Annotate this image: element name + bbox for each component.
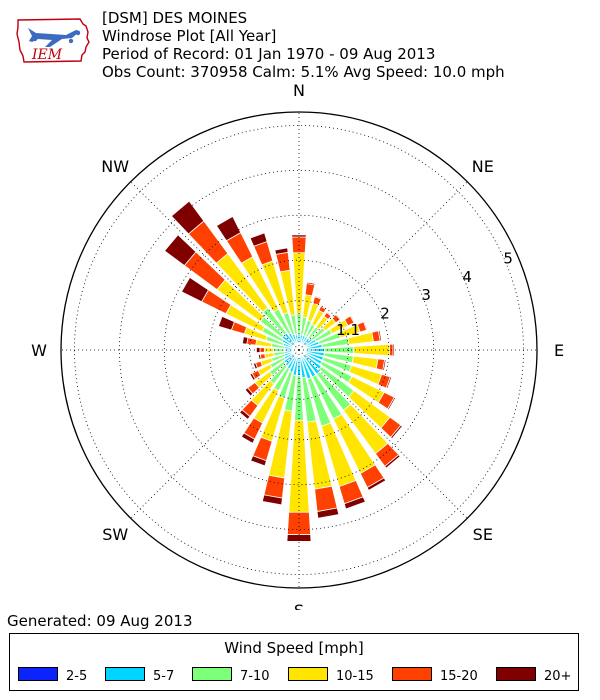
windrose-bar-segment (215, 215, 242, 242)
direction-label: S (294, 601, 304, 610)
windrose-bar-segment (384, 454, 401, 469)
logo-text: IEM (31, 47, 63, 63)
legend-swatch (288, 667, 328, 681)
windrose-bar-segment (366, 477, 387, 491)
windrose-bar-segment (252, 362, 258, 370)
windrose-bar-segment (263, 474, 286, 499)
legend-swatch (18, 667, 58, 681)
windrose-bar-segment (390, 424, 403, 440)
windrose-bar-segment (363, 320, 369, 331)
windrose-bar-segment (291, 236, 307, 254)
legend: Wind Speed [mph] 2-5 5-7 7-10 10-15 15-2… (9, 633, 579, 691)
windrose-bar-segment (180, 276, 210, 303)
windrose-bar-segment (264, 347, 274, 353)
direction-label: NW (101, 157, 129, 176)
direction-label: N (293, 81, 305, 100)
legend-swatch (192, 667, 232, 681)
windrose-bar-segment (385, 376, 393, 390)
windrose-bar-segment (238, 409, 251, 420)
radial-gridline (208, 259, 390, 441)
legend-swatch (105, 667, 145, 681)
radial-tick-label: 2 (380, 305, 390, 323)
windrose-bar-segment (217, 315, 235, 331)
legend-label: 5-7 (153, 669, 175, 684)
direction-label: E (554, 341, 564, 360)
direction-label: SW (102, 525, 128, 544)
windrose-bar-segment (291, 234, 307, 238)
windrose-bar-segment (241, 336, 249, 345)
windrose-bar-segment (257, 353, 262, 361)
polar-frame (60, 111, 538, 589)
windrose-bar-segment (286, 511, 312, 536)
windrose-bar-segment (335, 313, 342, 321)
radial-tick-label: 1.1 (336, 321, 360, 339)
windrose-bar-segment (250, 455, 267, 467)
plot-subtitle: Windrose Plot [All Year] (102, 27, 277, 45)
radial-tick-label: 5 (503, 250, 513, 268)
windrose-bar-segment (306, 281, 316, 286)
windrose-bar-segment (163, 234, 197, 267)
airplane-icon (28, 28, 81, 47)
windrose-bar-segment (274, 247, 289, 255)
legend-title: Wind Speed [mph] (224, 639, 364, 657)
windrose-bar-segment (387, 396, 397, 411)
windrose-bar-segment (377, 329, 383, 342)
radial-tick-label: 3 (421, 286, 431, 304)
radial-gridline (163, 214, 435, 486)
generated-date: Generated: 09 Aug 2013 (7, 612, 193, 630)
period-of-record: Period of Record: 01 Jan 1970 - 09 Aug 2… (102, 45, 436, 63)
windrose-bar-segment (392, 343, 395, 357)
direction-label: NE (472, 157, 494, 176)
windrose-bar-segment (314, 295, 323, 300)
windrose-bar-segment (316, 507, 340, 519)
radial-gridline (249, 300, 349, 400)
radial-gridline (118, 169, 480, 531)
direction-label: SE (473, 525, 493, 544)
windrose-chart: 1.1 2 3 4 5 N NE E SE S SW W NW (31, 81, 564, 610)
windrose-bar-segment (244, 387, 254, 397)
windrose-bar-segment (275, 251, 291, 273)
legend-swatch (496, 667, 536, 681)
legend-label: 10-15 (336, 669, 374, 684)
windrose-bar-segment (296, 312, 302, 334)
windrose-bar-segment (349, 314, 356, 324)
windrose-bar-segment (326, 311, 333, 317)
windrose-bar-segment (170, 200, 205, 235)
windrose-bar-segment (249, 232, 268, 247)
legend-label: 15-20 (440, 669, 478, 684)
windrose-bar-segment (246, 337, 258, 346)
windrose-bar-segment (314, 485, 338, 513)
angular-gridline (298, 181, 468, 351)
legend-label: 7-10 (240, 669, 270, 684)
windrose-bar-segment (261, 494, 283, 506)
windrose-bar-segment (382, 359, 387, 372)
iem-logo: IEM (16, 18, 90, 63)
direction-label: W (31, 341, 47, 360)
legend-label: 2-5 (66, 669, 88, 684)
windrose-bar-segment (343, 496, 366, 510)
windrose-bar-segment (304, 283, 316, 297)
legend-label: 20+ (544, 669, 572, 684)
obs-summary: Obs Count: 370958 Calm: 5.1% Avg Speed: … (102, 63, 505, 81)
radial-tick-label: 4 (462, 268, 472, 286)
windrose-bar-segment (240, 432, 256, 444)
station-title: [DSM] DES MOINES (102, 9, 248, 27)
windrose-bar-segment (249, 372, 256, 381)
legend-swatch (392, 667, 432, 681)
